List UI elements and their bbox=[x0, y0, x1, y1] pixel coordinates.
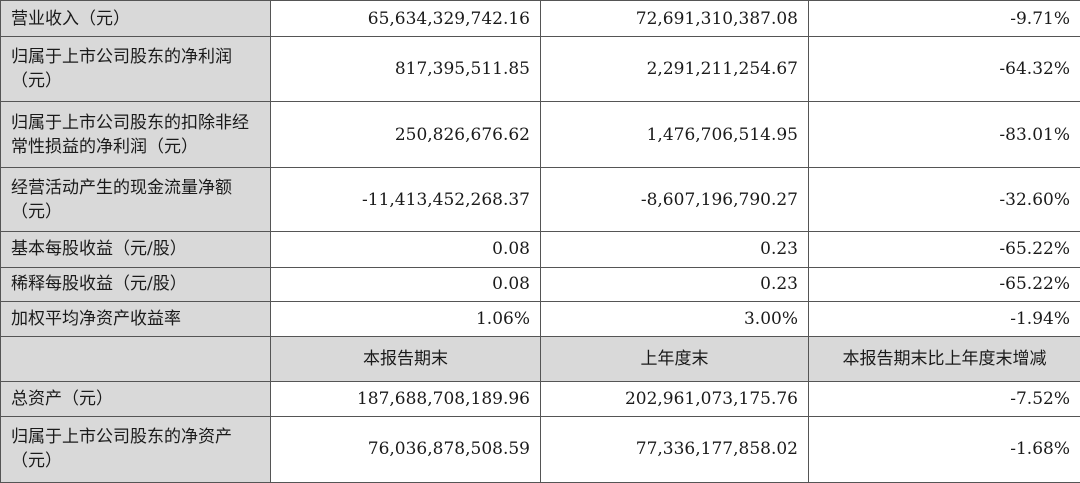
current-value: 1.06% bbox=[270, 300, 541, 337]
table-row: 归属于上市公司股东的扣除非经常性损益的净利润（元） 250,826,676.62… bbox=[0, 101, 1080, 169]
row-label: 营业收入（元） bbox=[0, 0, 271, 38]
table-row: 归属于上市公司股东的净利润（元） 817,395,511.85 2,291,21… bbox=[0, 36, 1080, 103]
table-row: 总资产（元） 187,688,708,189.96 202,961,073,17… bbox=[0, 380, 1080, 417]
header-current-period: 本报告期末 bbox=[270, 335, 541, 382]
current-value: 0.08 bbox=[270, 231, 541, 268]
header-previous-period: 上年度末 bbox=[540, 335, 809, 382]
previous-value: 2,291,211,254.67 bbox=[540, 36, 809, 103]
change-value: -65.22% bbox=[808, 266, 1080, 302]
change-value: -32.60% bbox=[808, 167, 1080, 233]
header-change: 本报告期末比上年度末增减 bbox=[808, 335, 1080, 382]
period-header-row: 本报告期末 上年度末 本报告期末比上年度末增减 bbox=[0, 335, 1080, 382]
previous-value: 72,691,310,387.08 bbox=[540, 0, 809, 38]
current-value: -11,413,452,268.37 bbox=[270, 167, 541, 233]
previous-value: 202,961,073,175.76 bbox=[540, 380, 809, 417]
change-value: -65.22% bbox=[808, 231, 1080, 268]
table-row: 稀释每股收益（元/股） 0.08 0.23 -65.22% bbox=[0, 266, 1080, 302]
change-value: -64.32% bbox=[808, 36, 1080, 103]
row-label: 稀释每股收益（元/股） bbox=[0, 266, 271, 302]
row-label: 经营活动产生的现金流量净额（元） bbox=[0, 167, 271, 233]
header-blank-cell bbox=[0, 335, 271, 382]
change-value: -1.94% bbox=[808, 300, 1080, 337]
row-label: 归属于上市公司股东的净利润（元） bbox=[0, 36, 271, 103]
row-label: 加权平均净资产收益率 bbox=[0, 300, 271, 337]
row-label: 基本每股收益（元/股） bbox=[0, 231, 271, 268]
change-value: -9.71% bbox=[808, 0, 1080, 38]
previous-value: 77,336,177,858.02 bbox=[540, 415, 809, 483]
row-label: 归属于上市公司股东的扣除非经常性损益的净利润（元） bbox=[0, 101, 271, 169]
table-row: 归属于上市公司股东的净资产（元） 76,036,878,508.59 77,33… bbox=[0, 415, 1080, 483]
table-row: 经营活动产生的现金流量净额（元） -11,413,452,268.37 -8,6… bbox=[0, 167, 1080, 233]
table-row: 营业收入（元） 65,634,329,742.16 72,691,310,387… bbox=[0, 0, 1080, 38]
previous-value: -8,607,196,790.27 bbox=[540, 167, 809, 233]
previous-value: 0.23 bbox=[540, 266, 809, 302]
previous-value: 1,476,706,514.95 bbox=[540, 101, 809, 169]
change-value: -1.68% bbox=[808, 415, 1080, 483]
current-value: 187,688,708,189.96 bbox=[270, 380, 541, 417]
current-value: 817,395,511.85 bbox=[270, 36, 541, 103]
previous-value: 3.00% bbox=[540, 300, 809, 337]
previous-value: 0.23 bbox=[540, 231, 809, 268]
change-value: -7.52% bbox=[808, 380, 1080, 417]
current-value: 76,036,878,508.59 bbox=[270, 415, 541, 483]
current-value: 0.08 bbox=[270, 266, 541, 302]
table-row: 基本每股收益（元/股） 0.08 0.23 -65.22% bbox=[0, 231, 1080, 268]
current-value: 250,826,676.62 bbox=[270, 101, 541, 169]
change-value: -83.01% bbox=[808, 101, 1080, 169]
current-value: 65,634,329,742.16 bbox=[270, 0, 541, 38]
table-row: 加权平均净资产收益率 1.06% 3.00% -1.94% bbox=[0, 300, 1080, 337]
row-label: 归属于上市公司股东的净资产（元） bbox=[0, 415, 271, 483]
row-label: 总资产（元） bbox=[0, 380, 271, 417]
